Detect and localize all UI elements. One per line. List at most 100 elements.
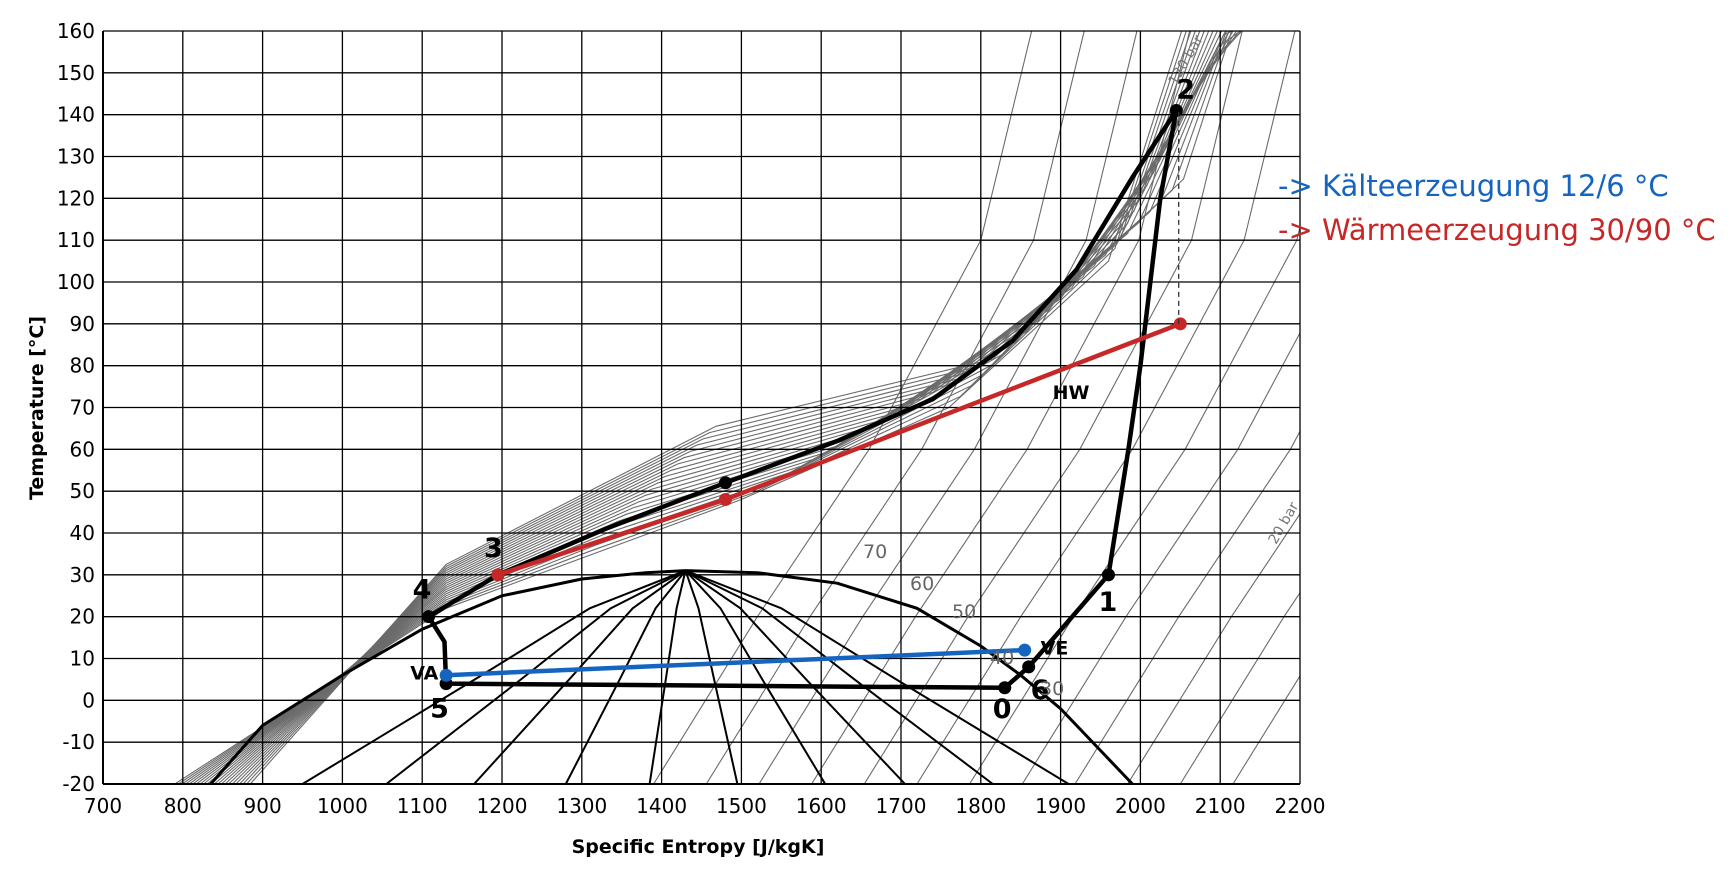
- y-tick-label: 30: [70, 563, 95, 587]
- annotation-label: VE: [1041, 637, 1069, 659]
- vapor-quality-lines: [301, 569, 1070, 784]
- x-tick-label: 1300: [556, 794, 607, 818]
- annotation-label: HW: [1053, 382, 1090, 404]
- y-tick-label: 110: [57, 228, 95, 252]
- x-tick-label: 1100: [397, 794, 448, 818]
- isobar-curve: [249, 31, 1233, 784]
- series-marker: [1101, 568, 1115, 582]
- x-tick-label: 1800: [955, 794, 1006, 818]
- quality-line: [564, 569, 687, 784]
- isobar-curve: [185, 31, 1196, 784]
- isobar-curve: [246, 31, 1230, 784]
- isobar-curve: [178, 31, 1187, 784]
- quality-line: [684, 569, 906, 784]
- x-axis-title: Specific Entropy [J/kgK]: [572, 836, 825, 858]
- y-axis-title: Temperature [°C]: [26, 316, 48, 500]
- y-tick-label: 40: [70, 521, 95, 545]
- x-tick-label: 1200: [477, 794, 528, 818]
- legend-item-cooling: -> Kälteerzeugung 12/6 °C: [1278, 169, 1669, 203]
- grid: [102, 30, 1301, 785]
- isobar-label-30: 30: [1040, 678, 1064, 700]
- x-tick-label: 1400: [636, 794, 687, 818]
- annotation-label: VA: [410, 662, 438, 684]
- y-tick-label: 70: [70, 396, 95, 420]
- y-tick-label: 130: [57, 145, 95, 169]
- axes: 700 800 900 1000 1100 1200 1300 1400 1500 1600 170…: [57, 19, 1326, 818]
- isobar-label-60: 60: [910, 573, 934, 595]
- y-tick-label: 60: [70, 437, 95, 461]
- x-tick-label: 2100: [1195, 794, 1246, 818]
- isobar-label-70: 70: [863, 541, 887, 563]
- quality-line: [684, 570, 739, 784]
- x-tick-label: 1700: [876, 794, 927, 818]
- series-marker: [1018, 643, 1032, 657]
- y-tick-label: 160: [57, 19, 95, 43]
- isobar-lines: [174, 31, 1300, 784]
- saturation-curve: [209, 569, 1134, 786]
- y-tick-label: 20: [70, 605, 95, 629]
- series-marker: [1169, 103, 1183, 117]
- isobar-curve: [174, 31, 1183, 784]
- series-marker: [718, 476, 732, 490]
- y-tick-label: 10: [70, 647, 95, 671]
- quality-line: [685, 569, 994, 784]
- chart-labels: Specific Entropy [J/kgK] Temperature [°C…: [26, 33, 1716, 858]
- y-tick-label: 100: [57, 270, 95, 294]
- saturation-dome: [209, 569, 1134, 786]
- legend-item-heating: -> Wärmeerzeugung 30/90 °C: [1278, 213, 1716, 247]
- isobar-curve: [231, 31, 1244, 784]
- y-tick-label: 0: [82, 688, 95, 712]
- y-tick-label: -10: [62, 730, 95, 754]
- isobar-label-40: 40: [990, 647, 1014, 669]
- series-marker: [1173, 317, 1187, 331]
- state-point-label: 2: [1176, 74, 1195, 105]
- isobar-curve: [916, 31, 1296, 784]
- y-tick-label: 80: [70, 354, 95, 378]
- isobar-curve: [221, 31, 1238, 784]
- state-point-label: 3: [484, 533, 503, 564]
- quality-line: [648, 570, 687, 784]
- quality-line: [684, 569, 827, 784]
- series-marker: [998, 681, 1012, 695]
- series-marker: [1022, 660, 1036, 674]
- series-line-2: [446, 647, 1025, 678]
- quality-line: [385, 569, 686, 784]
- quality-line: [685, 569, 1070, 784]
- quality-line: [473, 569, 687, 784]
- isobar-curve: [1074, 430, 1300, 784]
- isobar-curve: [242, 31, 1228, 784]
- x-tick-label: 900: [244, 794, 282, 818]
- x-tick-label: 1500: [716, 794, 767, 818]
- x-tick-label: 2200: [1275, 794, 1326, 818]
- y-tick-label: 120: [57, 186, 95, 210]
- y-tick-label: 90: [70, 312, 95, 336]
- isobar-curve: [1127, 512, 1300, 784]
- state-point-label: 4: [413, 575, 432, 606]
- quality-line: [301, 569, 686, 784]
- isobar-label-20-bar: 20 bar: [1266, 499, 1303, 547]
- state-point-label: 0: [993, 694, 1012, 725]
- series-marker: [491, 568, 505, 582]
- isobar-curve: [181, 31, 1192, 784]
- isobar-curve: [1232, 674, 1300, 784]
- y-tick-label: -20: [62, 772, 95, 796]
- isobar-curve: [228, 31, 1243, 784]
- x-tick-label: 1900: [1035, 794, 1086, 818]
- isobar-curve: [1179, 591, 1300, 784]
- state-point-label: 5: [430, 694, 449, 725]
- y-tick-label: 50: [70, 479, 95, 503]
- isobar-curve: [235, 31, 1242, 784]
- x-tick-label: 1000: [317, 794, 368, 818]
- isobar-curve: [217, 31, 1234, 784]
- x-tick-label: 2000: [1115, 794, 1166, 818]
- isobar-label-50: 50: [952, 601, 976, 623]
- state-point-label: 6: [1031, 675, 1050, 706]
- state-point-label: 1: [1098, 587, 1117, 618]
- data-series: 06 1 2 3 4 5 HW VA VE: [410, 74, 1195, 724]
- series-marker: [439, 668, 453, 682]
- series-marker: [422, 610, 436, 624]
- series-marker: [718, 493, 732, 507]
- x-tick-label: 700: [84, 794, 122, 818]
- isobar-curve: [239, 31, 1234, 784]
